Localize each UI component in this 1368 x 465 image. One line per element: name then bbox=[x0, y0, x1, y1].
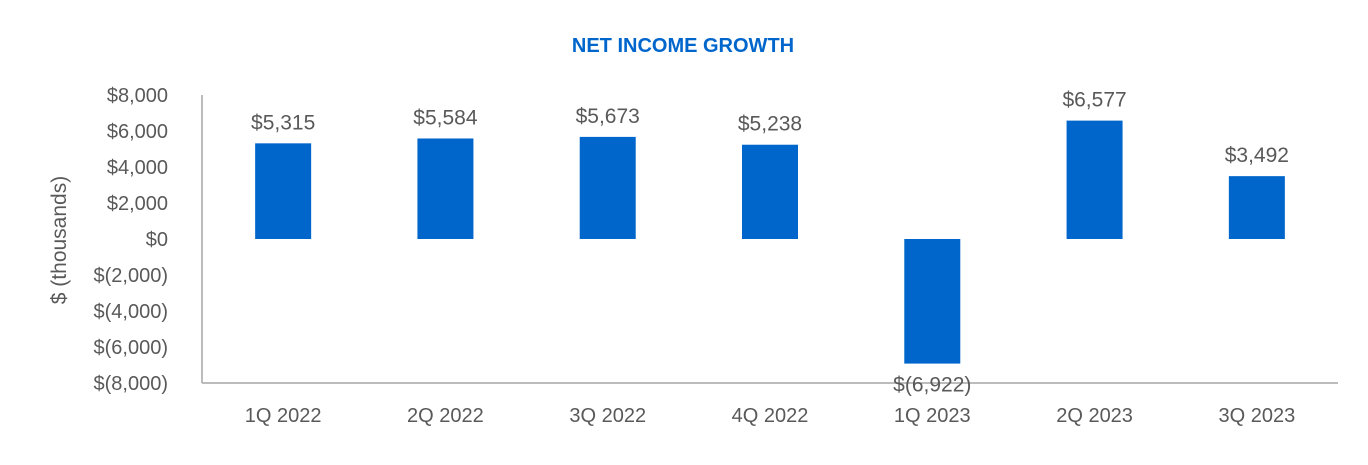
chart-title: NET INCOME GROWTH bbox=[572, 35, 794, 57]
x-tick-label: 2Q 2022 bbox=[407, 405, 484, 427]
bar bbox=[579, 136, 636, 239]
bar bbox=[255, 143, 312, 239]
data-label: $5,315 bbox=[251, 111, 315, 134]
x-tick-label: 1Q 2022 bbox=[245, 405, 322, 427]
data-label: $5,238 bbox=[738, 113, 802, 136]
y-tick-label: $8,000 bbox=[107, 85, 168, 107]
data-label: $6,577 bbox=[1062, 89, 1126, 112]
data-label: $5,673 bbox=[576, 105, 640, 128]
x-tick-label: 4Q 2022 bbox=[732, 405, 809, 427]
y-tick-label: $4,000 bbox=[107, 157, 168, 179]
x-tick-label: 2Q 2023 bbox=[1056, 405, 1133, 427]
y-tick-label: $(6,000) bbox=[94, 337, 169, 359]
bar bbox=[1228, 176, 1285, 239]
y-tick-label: $(2,000) bbox=[94, 265, 169, 287]
bar bbox=[742, 144, 798, 239]
x-tick-label: 3Q 2023 bbox=[1218, 405, 1295, 427]
x-tick-label: 1Q 2023 bbox=[894, 405, 971, 427]
data-label: $(6,922) bbox=[893, 374, 971, 397]
y-axis-label: $ (thousands) bbox=[48, 176, 71, 304]
y-tick-label: $2,000 bbox=[107, 193, 168, 215]
bar bbox=[904, 239, 961, 364]
y-tick-label: $0 bbox=[146, 229, 168, 251]
y-tick-label: $6,000 bbox=[107, 121, 168, 143]
data-label: $5,584 bbox=[413, 106, 478, 129]
x-tick-label: 3Q 2022 bbox=[569, 405, 646, 427]
y-tick-label: $(4,000) bbox=[94, 301, 169, 323]
data-label: $3,492 bbox=[1225, 144, 1289, 167]
bar bbox=[417, 138, 474, 239]
y-tick-label: $(8,000) bbox=[94, 373, 169, 395]
bar bbox=[1066, 120, 1123, 239]
